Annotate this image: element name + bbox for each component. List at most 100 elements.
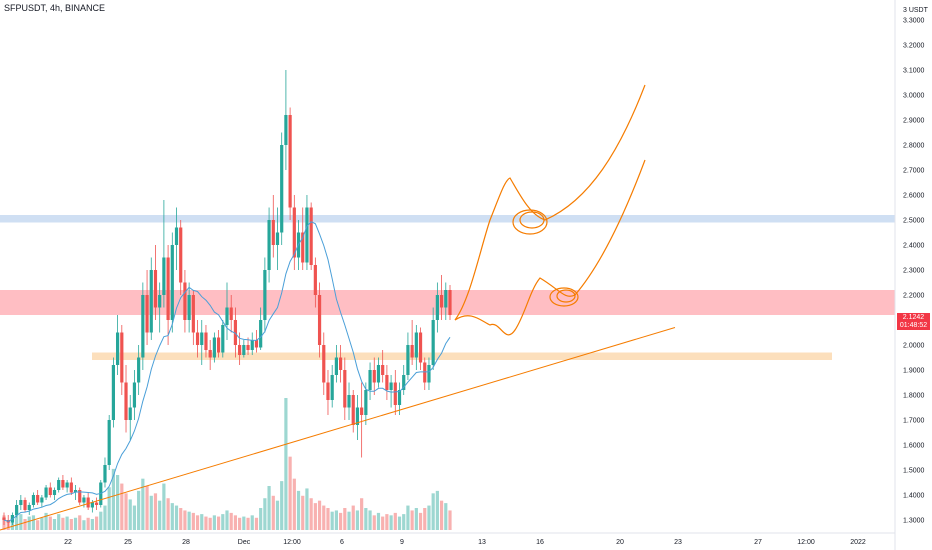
projection-path-lower (454, 159, 646, 336)
volume-bar (360, 498, 364, 530)
volume-bar (103, 505, 107, 530)
candle-body (149, 270, 153, 333)
candle-body (191, 295, 195, 333)
candle-body (124, 382, 128, 420)
x-tick-label: 20 (616, 539, 624, 546)
x-tick-label: 23 (674, 539, 682, 546)
x-tick-label: 9 (400, 539, 404, 546)
candle-body (410, 345, 414, 358)
volume-bar (86, 517, 90, 530)
circle-annotation-upper-inner (519, 211, 545, 229)
candle-body (57, 480, 61, 490)
candle-body (183, 282, 187, 320)
volume-bar (288, 456, 292, 530)
candle-body (65, 482, 69, 488)
volume-bar (431, 493, 435, 530)
volume-bar (427, 505, 431, 530)
candle-body (385, 375, 389, 390)
volume-bar (191, 512, 195, 530)
price-axis[interactable]: 3 USDT 3.3000 3.2000 3.1000 3.0000 2.9000 2.80… (894, 0, 929, 550)
volume-bar (246, 517, 250, 530)
volume-bar (347, 511, 351, 530)
volume-bar (57, 514, 61, 530)
candle-body (166, 257, 170, 320)
candles (2, 70, 452, 528)
candle-body (61, 480, 65, 488)
volume-bar (221, 514, 225, 530)
candle-body (393, 382, 397, 405)
y-tick-label: 1.8000 (903, 393, 925, 400)
y-tick-label: 2.8000 (903, 143, 925, 150)
candle-body (27, 505, 31, 510)
volume-bar (259, 508, 263, 530)
volume-bar (137, 490, 141, 530)
y-tick-label: 3.2000 (903, 43, 925, 50)
zones (0, 215, 895, 360)
candle-body (195, 332, 200, 345)
volume-bar (364, 508, 368, 530)
y-tick-label: 1.5000 (903, 468, 925, 475)
volume-bar (19, 514, 23, 530)
volume-bar (334, 510, 338, 530)
time-axis[interactable]: 22 25 28 Dec 12:00 6 9 13 16 20 23 27 12:00 2022 (0, 532, 895, 546)
x-tick-label: 12:00 (283, 539, 301, 546)
candle-body (225, 307, 229, 325)
volume-bar (225, 510, 229, 530)
x-tick-label: 6 (340, 539, 344, 546)
volume-bar (280, 481, 284, 530)
y-tick-label: 1.9000 (903, 368, 925, 375)
volume-bar (27, 516, 31, 530)
candle-body (397, 390, 402, 405)
candle-body (31, 495, 36, 505)
volume-bar (94, 516, 99, 530)
candle-body (355, 407, 360, 425)
candle-body (48, 487, 52, 495)
volume-bar (107, 487, 111, 530)
candle-body (44, 487, 48, 498)
volume-bar (15, 511, 19, 530)
candle-body (326, 382, 330, 400)
volume-bar (141, 478, 145, 530)
candle-body (301, 232, 305, 263)
ma-line (3, 221, 451, 522)
volume-bar (44, 512, 48, 530)
volume-bar (128, 499, 132, 530)
volume-bar (381, 516, 385, 530)
y-tick-label: 2.3000 (903, 268, 925, 275)
candle-body (116, 332, 120, 365)
zone-resistance-red (0, 290, 895, 315)
volume-bar (208, 517, 212, 530)
candle-body (418, 332, 423, 363)
volume-bar (195, 515, 200, 530)
candle-body (372, 370, 376, 383)
y-tick-label: 3.1000 (903, 68, 925, 75)
candle-body (40, 497, 44, 503)
symbol-title[interactable]: SFPUSDT, 4h, BINANCE (4, 3, 106, 13)
candle-body (334, 357, 338, 375)
volume-bar (162, 483, 166, 530)
candle-body (364, 390, 368, 415)
y-tick-label: 1.6000 (903, 443, 925, 450)
candle-body (406, 345, 410, 375)
candle-body (313, 265, 317, 295)
user-drawings (0, 84, 676, 531)
candle-body (174, 227, 179, 245)
volume-bar (179, 508, 183, 530)
volume-bar (23, 519, 27, 530)
y-tick-label: 2.2000 (903, 293, 925, 300)
volume-bar (145, 486, 149, 530)
candle-body (162, 257, 166, 295)
candle-body (292, 207, 296, 258)
y-tick-label: 1.4000 (903, 493, 925, 500)
volume-bar (435, 490, 439, 530)
candle-body (280, 145, 284, 233)
candle-body (200, 332, 204, 345)
candle-body (351, 395, 355, 425)
y-tick-label: 2.6000 (903, 193, 925, 200)
volume-bar (368, 510, 372, 530)
volume-bar (414, 508, 418, 530)
volume-bar (238, 517, 242, 530)
volume-bar (204, 516, 208, 530)
x-tick-label: 12:00 (797, 539, 815, 546)
